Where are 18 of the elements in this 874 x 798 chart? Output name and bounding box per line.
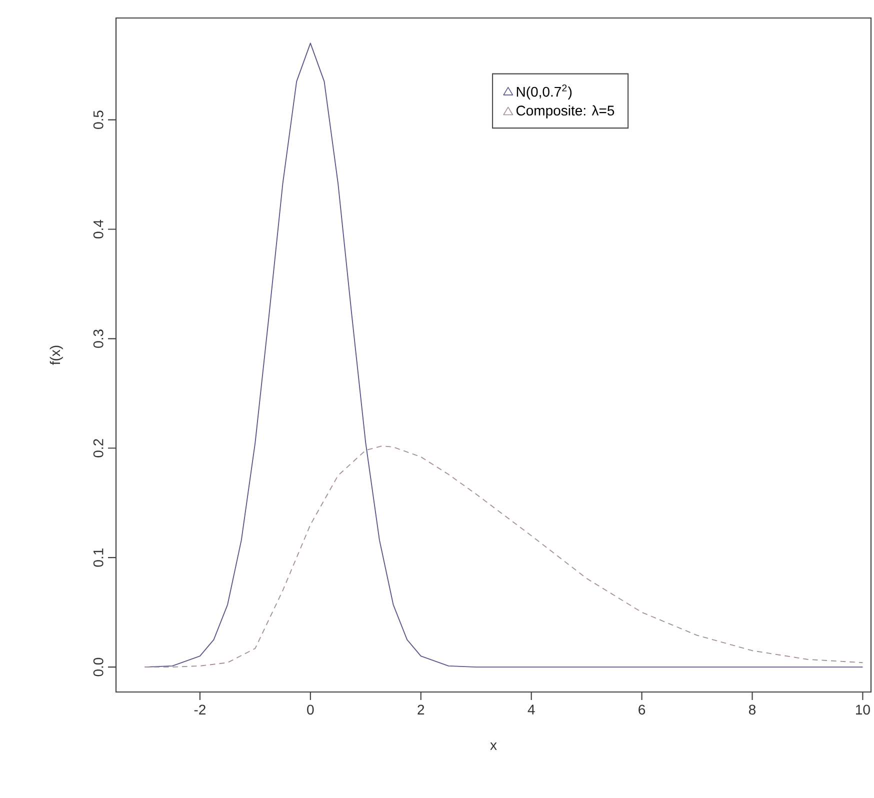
x-tick-label: -2 (194, 704, 206, 714)
y-tick-label: 0.0 (93, 658, 104, 676)
x-tick-label: 8 (748, 704, 756, 715)
x-tick-label: 6 (638, 704, 646, 715)
y-axis-title: f(x) (50, 346, 63, 365)
y-tick-label: 0.3 (93, 330, 104, 348)
legend-label: Composite: λ=5 (516, 105, 614, 118)
y-tick-label: 0.4 (93, 220, 104, 238)
y-tick-label: 0.1 (93, 548, 104, 567)
x-tick-label: 0 (307, 704, 314, 715)
x-tick-label: 4 (528, 704, 535, 714)
x-axis-title: x (490, 742, 497, 750)
y-tick-label: 0.2 (93, 439, 104, 458)
legend-label: N(0,0.7$^{2}$) (516, 84, 572, 100)
line-series (144, 445, 864, 668)
y-tick-label: 0.5 (93, 110, 104, 129)
x-tick-label: 10 (856, 704, 870, 715)
x-tick-label: 2 (418, 704, 424, 714)
